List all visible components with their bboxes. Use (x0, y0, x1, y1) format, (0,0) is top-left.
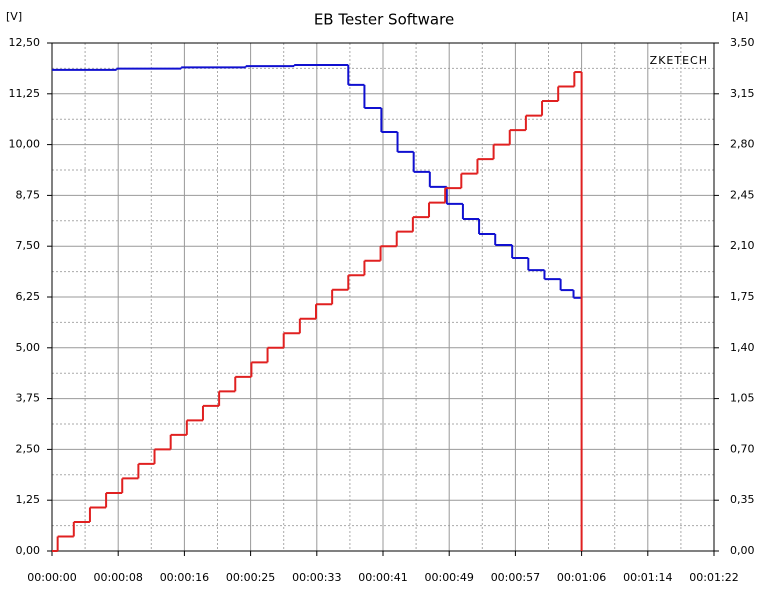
y2-tick-label: 1,05 (730, 392, 755, 405)
x-tick-label: 00:00:16 (160, 571, 209, 584)
x-tick-label: 00:01:14 (623, 571, 672, 584)
x-tick-label: 00:00:49 (424, 571, 473, 584)
y2-tick-label: 2,80 (730, 138, 755, 151)
y-tick-label: 2,50 (16, 442, 41, 455)
y2-tick-label: 2,10 (730, 239, 755, 252)
y-tick-label: 0,00 (16, 544, 41, 557)
y2-tick-label: 2,45 (730, 188, 755, 201)
y-tick-label: 5,00 (16, 341, 41, 354)
y-unit-label: [V] (6, 10, 22, 23)
y-tick-label: 7,50 (16, 239, 41, 252)
watermark: ZKETECH (650, 54, 708, 67)
plot-border (51, 42, 715, 552)
x-tick-label: 00:01:06 (557, 571, 606, 584)
y-tick-label: 3,75 (16, 392, 41, 405)
y-tick-label: 10,00 (9, 138, 41, 151)
x-tick-label: 00:00:33 (292, 571, 341, 584)
y2-tick-label: 3,50 (730, 36, 755, 49)
y2-tick-label: 3,15 (730, 87, 755, 100)
y2-tick-label: 0,00 (730, 544, 755, 557)
x-tick-label: 00:00:08 (93, 571, 142, 584)
y-tick-label: 11,25 (9, 87, 41, 100)
x-tick-label: 00:00:41 (358, 571, 407, 584)
y-tick-label: 8,75 (16, 188, 41, 201)
y2-tick-label: 0,70 (730, 442, 755, 455)
y-tick-label: 1,25 (16, 493, 41, 506)
y2-unit-label: [A] (732, 10, 748, 23)
x-tick-label: 00:01:22 (689, 571, 738, 584)
x-tick-label: 00:00:57 (491, 571, 540, 584)
y-tick-label: 6,25 (16, 290, 41, 303)
x-tick-label: 00:00:25 (226, 571, 275, 584)
y2-tick-label: 1,75 (730, 290, 755, 303)
y-tick-label: 12,50 (9, 36, 41, 49)
chart-title: EB Tester Software (314, 11, 454, 29)
x-tick-label: 00:00:00 (27, 571, 76, 584)
y2-tick-label: 0,35 (730, 493, 755, 506)
y2-tick-label: 1,40 (730, 341, 755, 354)
